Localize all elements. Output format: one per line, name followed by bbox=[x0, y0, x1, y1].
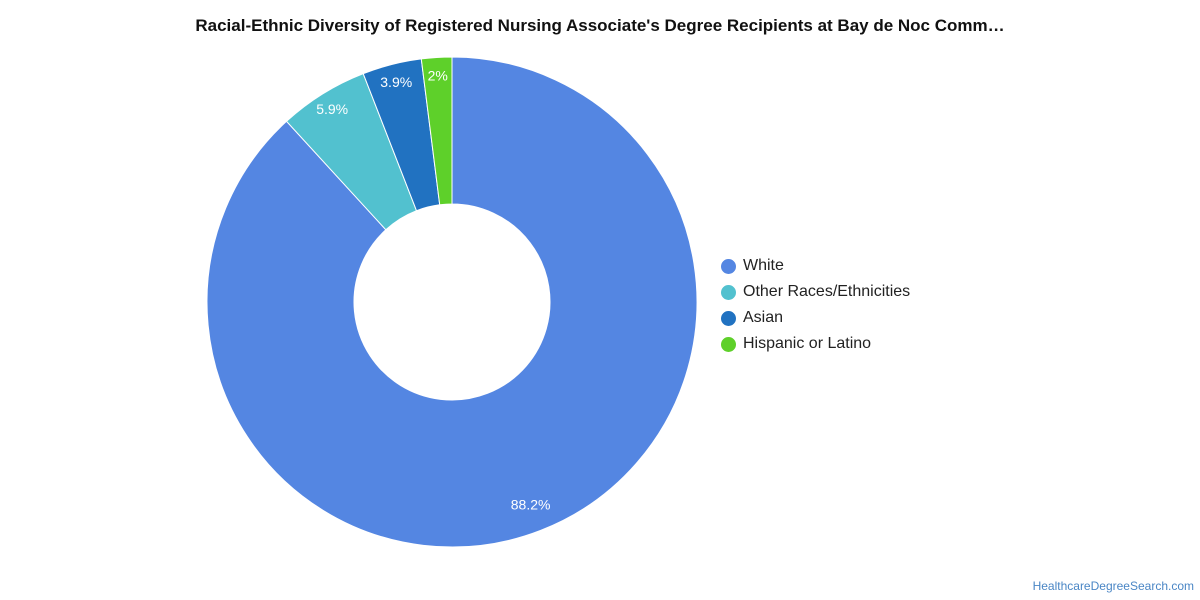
legend: White Other Races/Ethnicities Asian Hispani… bbox=[721, 253, 910, 357]
donut-slices bbox=[206, 56, 698, 548]
legend-label: Asian bbox=[743, 309, 784, 326]
slice-labels: 88.2% 5.9% 3.9% 2% bbox=[316, 67, 550, 512]
slice-label-other-races-ethnicities: 5.9% bbox=[316, 101, 348, 117]
chart-title: Racial-Ethnic Diversity of Registered Nu… bbox=[195, 16, 1005, 35]
legend-label: Hispanic or Latino bbox=[743, 335, 872, 352]
legend-marker bbox=[721, 336, 736, 352]
legend-item-other-races-ethnicities[interactable]: Other Races/Ethnicities bbox=[721, 279, 910, 305]
legend-label: White bbox=[743, 257, 784, 274]
legend-marker bbox=[721, 258, 736, 274]
legend-item-white[interactable]: White bbox=[721, 253, 910, 279]
legend-item-asian[interactable]: Asian bbox=[721, 305, 910, 331]
legend-marker bbox=[721, 310, 736, 326]
slice-label-hispanic-or-latino: 2% bbox=[428, 67, 448, 83]
slice-white[interactable] bbox=[206, 56, 698, 548]
legend-label: Other Races/Ethnicities bbox=[743, 283, 911, 300]
legend-marker bbox=[721, 284, 736, 300]
slice-hispanic-or-latino[interactable] bbox=[420, 56, 453, 206]
slice-label-asian: 3.9% bbox=[380, 74, 412, 90]
slice-label-white: 88.2% bbox=[511, 496, 551, 512]
source-link[interactable]: HealthcareDegreeSearch.com bbox=[1032, 579, 1194, 593]
legend-item-hispanic-or-latino[interactable]: Hispanic or Latino bbox=[721, 331, 910, 357]
